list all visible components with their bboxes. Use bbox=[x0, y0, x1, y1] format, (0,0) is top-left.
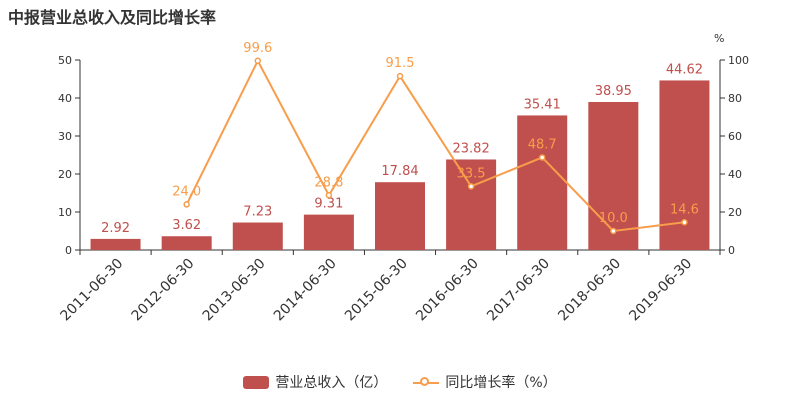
bar bbox=[588, 101, 639, 251]
growth-point bbox=[396, 72, 404, 80]
y-right-tick-label: 20 bbox=[728, 206, 742, 219]
growth-value-label: 99.6 bbox=[243, 41, 272, 56]
x-tick-label: 2012-06-30 bbox=[129, 256, 198, 325]
chart-title: 中报营业总收入及同比增长率 bbox=[8, 8, 217, 27]
growth-value-label: 14.6 bbox=[670, 202, 699, 217]
bar-value-label: 7.23 bbox=[243, 205, 272, 220]
bar-value-label: 35.41 bbox=[524, 97, 561, 112]
bar-value-label: 17.84 bbox=[381, 164, 418, 179]
x-tick-label: 2015-06-30 bbox=[342, 256, 411, 325]
bar-value-label: 23.82 bbox=[453, 141, 490, 156]
growth-point bbox=[467, 183, 475, 190]
x-tick-label: 2018-06-30 bbox=[555, 256, 624, 325]
legend-label-revenue: 营业总收入（亿） bbox=[275, 375, 388, 391]
y-left-tick-label: 10 bbox=[58, 206, 72, 219]
legend-line-swatch bbox=[413, 376, 440, 389]
growth-value-label: 33.5 bbox=[457, 166, 486, 181]
bar-value-label: 9.31 bbox=[314, 197, 343, 212]
legend-item-revenue[interactable]: 营业总收入（亿） bbox=[243, 372, 387, 392]
y-left-tick-label: 50 bbox=[58, 54, 72, 67]
bar bbox=[517, 115, 568, 250]
x-tick-label: 2013-06-30 bbox=[200, 256, 269, 325]
x-tick-label: 2019-06-30 bbox=[626, 256, 695, 325]
growth-value-label: 24.0 bbox=[172, 184, 201, 199]
y-left-tick-label: 0 bbox=[65, 244, 72, 257]
legend-bar-swatch bbox=[243, 375, 270, 389]
x-tick-label: 2016-06-30 bbox=[413, 256, 482, 325]
x-tick-label: 2011-06-30 bbox=[58, 256, 127, 325]
bar bbox=[161, 236, 212, 250]
growth-point bbox=[681, 219, 688, 226]
x-tick-label: 2017-06-30 bbox=[484, 256, 553, 325]
bar bbox=[446, 159, 497, 250]
growth-line bbox=[185, 58, 685, 233]
bar-value-label: 44.62 bbox=[666, 62, 703, 77]
bar bbox=[232, 222, 283, 250]
bar bbox=[375, 182, 425, 250]
bar-value-label: 38.95 bbox=[595, 84, 632, 99]
x-tick-label: 2014-06-30 bbox=[271, 256, 340, 325]
y-left-tick-label: 20 bbox=[58, 168, 72, 181]
y-right-tick-label: 0 bbox=[728, 244, 735, 257]
bar bbox=[303, 214, 354, 250]
growth-point bbox=[538, 154, 546, 161]
legend-item-growth[interactable]: 同比增长率（%） bbox=[413, 372, 557, 392]
bar-value-label: 2.92 bbox=[101, 221, 130, 236]
y-right-tick-label: 40 bbox=[728, 168, 742, 181]
bar-value-label: 3.62 bbox=[172, 218, 201, 233]
growth-point bbox=[325, 192, 333, 199]
bar bbox=[90, 238, 141, 250]
growth-value-label: 91.5 bbox=[386, 56, 415, 71]
y-right-tick-label: 60 bbox=[728, 130, 742, 143]
legend-label-growth: 同比增长率（%） bbox=[445, 375, 557, 391]
growth-point bbox=[254, 57, 262, 65]
y-left-tick-label: 40 bbox=[58, 92, 72, 105]
growth-value-label: 10.0 bbox=[599, 211, 628, 226]
chart-legend: 营业总收入（亿） 同比增长率（%） bbox=[0, 372, 800, 392]
y-right-tick-label: 100 bbox=[728, 54, 749, 67]
growth-point bbox=[610, 227, 617, 235]
growth-value-label: 28.8 bbox=[314, 175, 343, 190]
growth-value-label: 48.7 bbox=[528, 137, 557, 152]
y-right-tick-label: 80 bbox=[728, 92, 742, 105]
y-right-unit-label: % bbox=[714, 32, 724, 45]
y-left-tick-label: 30 bbox=[58, 130, 72, 143]
growth-point bbox=[183, 201, 190, 208]
